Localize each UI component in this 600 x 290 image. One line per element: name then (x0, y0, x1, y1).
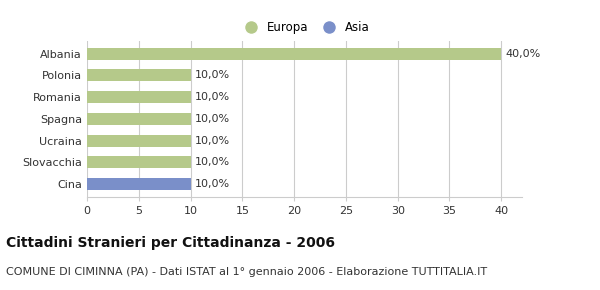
Text: 10,0%: 10,0% (195, 70, 230, 80)
Text: 10,0%: 10,0% (195, 179, 230, 189)
Bar (87, 48, 501, 60)
Bar (87, 69, 191, 81)
Bar (87, 156, 191, 168)
Text: Cittadini Stranieri per Cittadinanza - 2006: Cittadini Stranieri per Cittadinanza - 2… (6, 236, 335, 250)
Bar (87, 178, 191, 190)
Text: 40,0%: 40,0% (505, 49, 541, 59)
Text: 10,0%: 10,0% (195, 136, 230, 146)
Text: 10,0%: 10,0% (195, 157, 230, 167)
Legend: Europa, Asia: Europa, Asia (237, 18, 372, 36)
Bar (87, 91, 191, 103)
Text: 10,0%: 10,0% (195, 92, 230, 102)
Bar (87, 135, 191, 147)
Text: COMUNE DI CIMINNA (PA) - Dati ISTAT al 1° gennaio 2006 - Elaborazione TUTTITALIA: COMUNE DI CIMINNA (PA) - Dati ISTAT al 1… (6, 267, 487, 277)
Bar (87, 113, 191, 125)
Text: 10,0%: 10,0% (195, 114, 230, 124)
